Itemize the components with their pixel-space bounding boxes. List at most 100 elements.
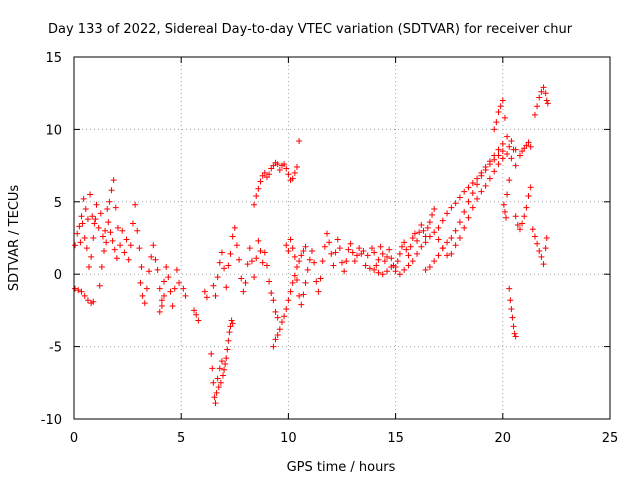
data-point [510,146,517,153]
data-point [366,265,373,272]
data-point [416,229,423,236]
data-point [486,175,493,182]
data-point [78,213,85,220]
data-point [87,191,94,198]
data-point [534,240,541,247]
data-point [79,220,86,227]
data-point [209,365,216,372]
data-point [176,279,183,286]
data-point [540,84,547,91]
data-point [212,400,219,407]
data-point [418,221,425,228]
data-point [108,187,115,194]
data-point [289,245,296,252]
data-point [431,229,438,236]
grid [74,57,610,419]
data-point [263,262,270,269]
data-point [72,242,79,249]
data-point [392,268,399,275]
data-point [405,252,412,259]
data-point [158,303,165,310]
data-point [259,259,266,266]
data-point [543,97,550,104]
data-point [167,288,174,295]
data-point [482,166,489,173]
x-tick-label: 5 [177,431,185,446]
data-point [319,258,326,265]
data-point [283,242,290,249]
data-point [121,249,128,256]
data-point [396,271,403,278]
data-point [298,301,305,308]
data-point [203,294,210,301]
data-point [110,177,117,184]
data-point [90,235,97,241]
data-point [452,242,459,249]
data-point [493,119,500,126]
data-point [90,298,97,305]
data-point [104,206,111,213]
data-point [158,297,165,304]
data-point [296,137,303,144]
data-point [218,249,225,256]
data-point [351,258,358,265]
data-point [302,243,309,250]
data-point [495,109,502,116]
data-point [495,161,502,168]
data-point [76,223,83,230]
data-point [426,233,433,240]
data-point [538,88,545,95]
data-point [221,366,228,373]
data-point [536,248,543,255]
data-point [354,252,361,259]
data-point [503,214,510,221]
data-point [371,266,378,273]
data-point [527,143,534,150]
data-point [93,201,100,208]
data-point [384,253,391,260]
data-point [461,208,468,215]
data-point [293,276,300,283]
data-point [83,245,90,252]
data-point [401,239,408,246]
data-point [253,255,260,262]
y-tick-label: -5 [49,341,62,356]
data-point [270,343,277,350]
data-point [486,161,493,168]
y-tick-label: 10 [45,123,62,138]
data-point [521,213,528,220]
data-point [253,193,260,200]
data-point [497,103,504,110]
data-point [82,206,89,213]
data-point [233,242,240,249]
data-point [261,249,268,256]
data-point [508,305,515,312]
data-point [226,329,233,336]
data-point [512,162,519,169]
data-point [296,292,303,299]
y-tick-label: 15 [45,51,62,66]
data-point [210,282,217,289]
data-point [478,172,485,179]
data-point [527,184,534,191]
data-point [362,262,369,269]
data-point [321,243,328,250]
data-point [538,253,545,260]
data-point [334,236,341,243]
data-point [514,221,521,228]
data-point [242,279,249,286]
data-point [456,235,463,241]
chart-title: Day 133 of 2022, Sidereal Day-to-day VTE… [48,22,573,37]
data-point [377,243,384,250]
data-point [106,198,113,205]
data-point [465,184,472,191]
data-point [255,185,262,192]
data-point [332,249,339,256]
data-point [180,285,187,292]
data-point [210,379,217,386]
data-point [238,275,245,282]
data-point [388,263,395,270]
data-point [268,290,275,297]
data-point [435,224,442,231]
